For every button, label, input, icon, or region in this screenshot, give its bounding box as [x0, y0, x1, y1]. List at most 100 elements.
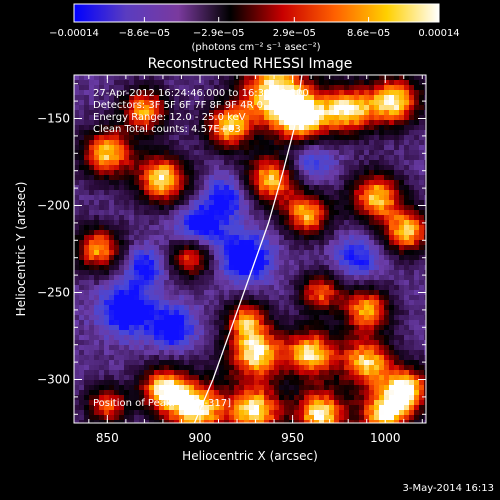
heatmap-cell	[284, 100, 290, 106]
heatmap-cell	[114, 185, 120, 191]
heatmap-cell	[259, 115, 265, 121]
heatmap-cell	[299, 90, 305, 96]
heatmap-cell	[109, 255, 115, 261]
heatmap-cell	[199, 300, 205, 306]
heatmap-cell	[284, 215, 290, 221]
heatmap-cell	[214, 405, 220, 411]
heatmap-cell	[144, 140, 150, 146]
heatmap-cell	[74, 210, 80, 216]
heatmap-cell	[304, 120, 310, 126]
heatmap-cell	[364, 405, 370, 411]
heatmap-cell	[79, 370, 85, 376]
heatmap-cell	[119, 185, 125, 191]
heatmap-cell	[144, 110, 150, 116]
heatmap-cell	[324, 260, 330, 266]
heatmap-cell	[259, 80, 265, 86]
heatmap-cell	[224, 400, 230, 406]
heatmap-cell	[194, 340, 200, 346]
heatmap-cell	[94, 375, 100, 381]
heatmap-cell	[174, 290, 180, 296]
heatmap-cell	[354, 375, 360, 381]
heatmap-cell	[259, 105, 265, 111]
heatmap-cell	[219, 285, 225, 291]
heatmap-cell	[89, 80, 95, 86]
heatmap-cell	[289, 140, 295, 146]
heatmap-cell	[419, 280, 425, 286]
heatmap-cell	[124, 230, 130, 236]
heatmap-cell	[354, 175, 360, 181]
heatmap-cell	[269, 300, 275, 306]
heatmap-cell	[219, 195, 225, 201]
heatmap-cell	[329, 230, 335, 236]
heatmap-cell	[124, 350, 130, 356]
heatmap-cell	[194, 125, 200, 131]
heatmap-cell	[414, 385, 420, 391]
heatmap-cell	[354, 320, 360, 326]
heatmap-cell	[404, 375, 410, 381]
heatmap-cell	[364, 270, 370, 276]
heatmap-cell	[269, 305, 275, 311]
heatmap-cell	[164, 130, 170, 136]
heatmap-cell	[379, 315, 385, 321]
heatmap-cell	[189, 200, 195, 206]
heatmap-cell	[209, 395, 215, 401]
heatmap-cell	[369, 405, 375, 411]
heatmap-cell	[409, 180, 415, 186]
heatmap-cell	[199, 340, 205, 346]
heatmap-cell	[124, 80, 130, 86]
heatmap-cell	[119, 120, 125, 126]
heatmap-cell	[139, 400, 145, 406]
heatmap-cell	[209, 325, 215, 331]
heatmap-cell	[99, 75, 105, 81]
heatmap-cell	[74, 180, 80, 186]
heatmap-cell	[379, 320, 385, 326]
heatmap-cell	[149, 290, 155, 296]
heatmap-cell	[189, 245, 195, 251]
heatmap-cell	[289, 270, 295, 276]
heatmap-cell	[419, 180, 425, 186]
heatmap-cell	[264, 120, 270, 126]
heatmap-cell	[129, 220, 135, 226]
heatmap-cell	[114, 200, 120, 206]
heatmap-cell	[89, 245, 95, 251]
heatmap-cell	[189, 355, 195, 361]
heatmap-cell	[94, 220, 100, 226]
heatmap-cell	[274, 350, 280, 356]
heatmap-cell	[109, 295, 115, 301]
heatmap-cell	[304, 370, 310, 376]
heatmap-cell	[259, 150, 265, 156]
heatmap-cell	[299, 100, 305, 106]
heatmap-cell	[354, 100, 360, 106]
heatmap-cell	[149, 395, 155, 401]
heatmap-cell	[274, 300, 280, 306]
heatmap-cell	[154, 305, 160, 311]
heatmap-cell	[239, 145, 245, 151]
heatmap-cell	[194, 115, 200, 121]
heatmap-cell	[154, 100, 160, 106]
heatmap-cell	[229, 295, 235, 301]
heatmap-cell	[374, 305, 380, 311]
heatmap-cell	[84, 275, 90, 281]
heatmap-cell	[304, 405, 310, 411]
heatmap-cell	[204, 365, 210, 371]
heatmap-cell	[249, 225, 255, 231]
heatmap-cell	[94, 400, 100, 406]
heatmap-cell	[184, 310, 190, 316]
x-tick-label: 900	[189, 431, 212, 445]
heatmap-cell	[104, 315, 110, 321]
heatmap-cell	[119, 215, 125, 221]
heatmap-cell	[259, 195, 265, 201]
heatmap-cell	[169, 135, 175, 141]
heatmap-cell	[94, 265, 100, 271]
heatmap-cell	[169, 285, 175, 291]
heatmap-cell	[239, 90, 245, 96]
heatmap-cell	[249, 210, 255, 216]
heatmap-cell	[314, 380, 320, 386]
heatmap-cell	[384, 180, 390, 186]
heatmap-cell	[264, 125, 270, 131]
heatmap-cell	[114, 365, 120, 371]
heatmap-cell	[419, 330, 425, 336]
heatmap-cell	[249, 335, 255, 341]
heatmap-cell	[389, 220, 395, 226]
heatmap-cell	[124, 240, 130, 246]
